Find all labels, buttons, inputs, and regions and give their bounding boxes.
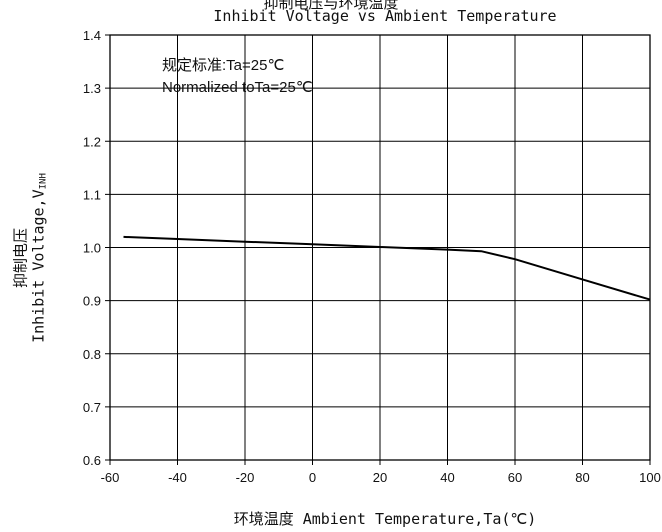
y-tick-label: 1.2 — [83, 134, 101, 149]
chart-title: Inhibit Voltage vs Ambient Temperature — [213, 7, 557, 25]
x-tick-label: -60 — [101, 470, 120, 485]
y-tick-label: 1.1 — [83, 187, 101, 202]
x-tick-label: 60 — [508, 470, 522, 485]
chart-title-cn: 抑制电压与环境温度 — [263, 0, 399, 12]
x-tick-label: 0 — [309, 470, 316, 485]
y-tick-label: 0.6 — [83, 453, 101, 468]
y-tick-label: 0.7 — [83, 400, 101, 415]
y-axis-label: 抑制电压 Inhibit Voltage,VINH — [12, 128, 53, 388]
axis-ticks — [105, 34, 651, 465]
tick-labels: -60 -40 -20 0 20 40 60 80 100 0.6 0.7 0.8 0.9 1.0 1.1 1… — [83, 28, 661, 485]
x-tick-label: 80 — [575, 470, 589, 485]
x-tick-label: -20 — [236, 470, 255, 485]
y-tick-label: 1.0 — [83, 241, 101, 256]
series-line — [123, 235, 651, 301]
x-tick-label: 40 — [440, 470, 454, 485]
y-axis-label-cn: 抑制电压 — [11, 228, 30, 289]
x-axis-label: 环境温度 Ambient Temperature,Ta(℃) — [233, 510, 537, 528]
y-tick-label: 0.8 — [83, 347, 101, 362]
x-tick-label: -40 — [168, 470, 187, 485]
annotation-standard: 规定标准:Ta=25℃ — [162, 57, 285, 74]
y-axis-label-en: Inhibit Voltage,VINH — [29, 173, 49, 343]
annotation-normalized: Normalized toTa=25℃ — [162, 79, 313, 96]
y-tick-label: 1.3 — [83, 81, 101, 96]
y-axis-label-subscript: INH — [38, 173, 49, 190]
y-tick-label: 0.9 — [83, 294, 101, 309]
x-tick-label: 20 — [373, 470, 387, 485]
x-tick-label: 100 — [639, 470, 661, 485]
y-tick-label: 1.4 — [83, 28, 101, 43]
